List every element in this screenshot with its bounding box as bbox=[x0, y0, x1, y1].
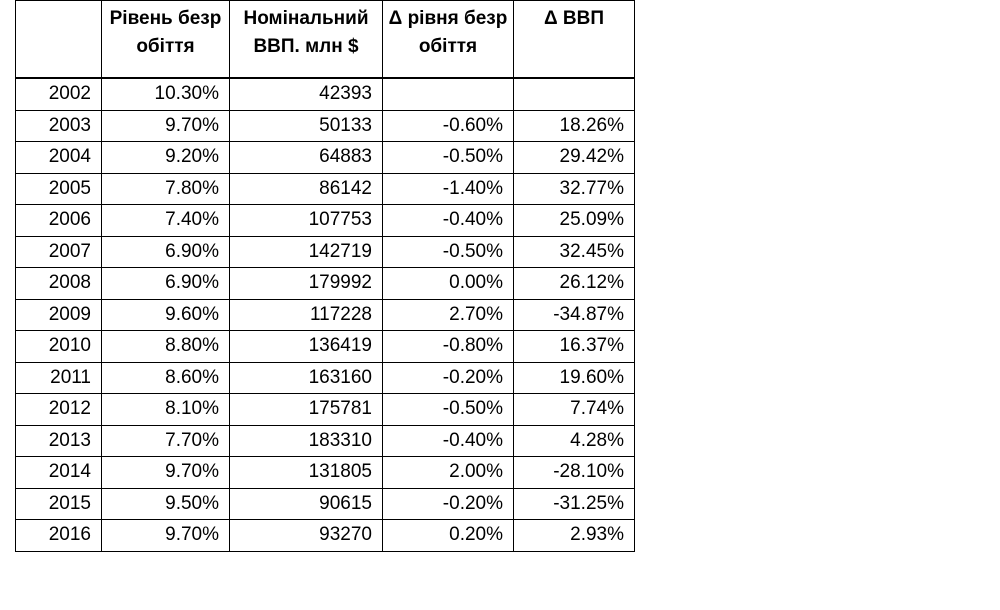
delta-unemployment-cell: -0.60% bbox=[382, 110, 514, 142]
table-row: 2005 7.80% 86142 -1.40% 32.77% bbox=[15, 173, 635, 205]
unemployment-rate-cell: 9.60% bbox=[101, 299, 230, 331]
delta-unemployment-cell: 0.20% bbox=[382, 519, 514, 552]
delta-unemployment-cell: -0.50% bbox=[382, 141, 514, 174]
nominal-gdp-cell: 175781 bbox=[229, 393, 383, 426]
delta-unemployment-cell: -0.40% bbox=[382, 204, 514, 237]
table-row: 2012 8.10% 175781 -0.50% 7.74% bbox=[15, 393, 635, 426]
delta-gdp-cell: 29.42% bbox=[513, 141, 635, 174]
delta-gdp-cell: -34.87% bbox=[513, 299, 635, 331]
delta-gdp-cell: 4.28% bbox=[513, 425, 635, 457]
table-body: 2002 10.30% 42393 2003 9.70% 50133 -0.60% 18.26… bbox=[15, 78, 635, 552]
year-cell: 2006 bbox=[15, 204, 102, 237]
delta-gdp-cell: 26.12% bbox=[513, 267, 635, 300]
unemployment-rate-cell: 7.70% bbox=[101, 425, 230, 457]
delta-unemployment-cell: -1.40% bbox=[382, 173, 514, 205]
delta-unemployment-cell: -0.40% bbox=[382, 425, 514, 457]
unemployment-rate-cell: 9.70% bbox=[101, 519, 230, 552]
unemployment-rate-cell: 6.90% bbox=[101, 267, 230, 300]
nominal-gdp-cell: 117228 bbox=[229, 299, 383, 331]
delta-gdp-cell: 19.60% bbox=[513, 362, 635, 394]
delta-unemployment-cell: -0.20% bbox=[382, 362, 514, 394]
table-row: 2002 10.30% 42393 bbox=[15, 78, 635, 111]
unemployment-rate-cell: 9.70% bbox=[101, 456, 230, 489]
unemployment-rate-cell: 7.40% bbox=[101, 204, 230, 237]
year-cell: 2005 bbox=[15, 173, 102, 205]
nominal-gdp-cell: 50133 bbox=[229, 110, 383, 142]
year-cell: 2007 bbox=[15, 236, 102, 268]
header-year bbox=[15, 0, 102, 79]
unemployment-rate-cell: 9.70% bbox=[101, 110, 230, 142]
delta-unemployment-cell: -0.50% bbox=[382, 393, 514, 426]
year-cell: 2008 bbox=[15, 267, 102, 300]
nominal-gdp-cell: 179992 bbox=[229, 267, 383, 300]
nominal-gdp-cell: 42393 bbox=[229, 78, 383, 111]
table-row: 2007 6.90% 142719 -0.50% 32.45% bbox=[15, 236, 635, 268]
delta-unemployment-cell: 2.70% bbox=[382, 299, 514, 331]
nominal-gdp-cell: 86142 bbox=[229, 173, 383, 205]
delta-unemployment-cell: 2.00% bbox=[382, 456, 514, 489]
delta-gdp-cell: -28.10% bbox=[513, 456, 635, 489]
delta-gdp-cell bbox=[513, 78, 635, 111]
table-row: 2014 9.70% 131805 2.00% -28.10% bbox=[15, 456, 635, 489]
nominal-gdp-cell: 93270 bbox=[229, 519, 383, 552]
year-cell: 2013 bbox=[15, 425, 102, 457]
delta-gdp-cell: 32.77% bbox=[513, 173, 635, 205]
header-delta-gdp: Δ ВВП bbox=[513, 0, 635, 79]
unemployment-rate-cell: 8.10% bbox=[101, 393, 230, 426]
nominal-gdp-cell: 90615 bbox=[229, 488, 383, 520]
delta-unemployment-cell: 0.00% bbox=[382, 267, 514, 300]
unemployment-rate-cell: 6.90% bbox=[101, 236, 230, 268]
year-cell: 2009 bbox=[15, 299, 102, 331]
table-row: 2011 8.60% 163160 -0.20% 19.60% bbox=[15, 362, 635, 394]
unemployment-gdp-table: Рівень безробіття Номінальний ВВП. млн $… bbox=[15, 0, 635, 552]
delta-gdp-cell: 25.09% bbox=[513, 204, 635, 237]
unemployment-rate-cell: 8.60% bbox=[101, 362, 230, 394]
delta-gdp-cell: -31.25% bbox=[513, 488, 635, 520]
delta-unemployment-cell: -0.80% bbox=[382, 330, 514, 363]
unemployment-rate-cell: 9.50% bbox=[101, 488, 230, 520]
nominal-gdp-cell: 64883 bbox=[229, 141, 383, 174]
table-row: 2008 6.90% 179992 0.00% 26.12% bbox=[15, 267, 635, 300]
year-cell: 2016 bbox=[15, 519, 102, 552]
year-cell: 2012 bbox=[15, 393, 102, 426]
unemployment-rate-cell: 9.20% bbox=[101, 141, 230, 174]
year-cell: 2010 bbox=[15, 330, 102, 363]
nominal-gdp-cell: 163160 bbox=[229, 362, 383, 394]
header-nominal-gdp: Номінальний ВВП. млн $ bbox=[229, 0, 383, 79]
delta-gdp-cell: 18.26% bbox=[513, 110, 635, 142]
unemployment-rate-cell: 10.30% bbox=[101, 78, 230, 111]
delta-unemployment-cell: -0.20% bbox=[382, 488, 514, 520]
nominal-gdp-cell: 107753 bbox=[229, 204, 383, 237]
header-delta-unemployment: Δ рівня безробіття bbox=[382, 0, 514, 79]
table-row: 2010 8.80% 136419 -0.80% 16.37% bbox=[15, 330, 635, 363]
delta-gdp-cell: 7.74% bbox=[513, 393, 635, 426]
unemployment-rate-cell: 8.80% bbox=[101, 330, 230, 363]
table-row: 2016 9.70% 93270 0.20% 2.93% bbox=[15, 519, 635, 552]
delta-gdp-cell: 2.93% bbox=[513, 519, 635, 552]
nominal-gdp-cell: 183310 bbox=[229, 425, 383, 457]
table-row: 2003 9.70% 50133 -0.60% 18.26% bbox=[15, 110, 635, 142]
delta-unemployment-cell: -0.50% bbox=[382, 236, 514, 268]
year-cell: 2002 bbox=[15, 78, 102, 111]
table-row: 2009 9.60% 117228 2.70% -34.87% bbox=[15, 299, 635, 331]
table-row: 2006 7.40% 107753 -0.40% 25.09% bbox=[15, 204, 635, 237]
delta-gdp-cell: 32.45% bbox=[513, 236, 635, 268]
table-row: 2015 9.50% 90615 -0.20% -31.25% bbox=[15, 488, 635, 520]
year-cell: 2014 bbox=[15, 456, 102, 489]
year-cell: 2011 bbox=[15, 362, 102, 394]
year-cell: 2015 bbox=[15, 488, 102, 520]
table-row: 2004 9.20% 64883 -0.50% 29.42% bbox=[15, 141, 635, 174]
nominal-gdp-cell: 136419 bbox=[229, 330, 383, 363]
header-row: Рівень безробіття Номінальний ВВП. млн $… bbox=[15, 0, 635, 79]
table-row: 2013 7.70% 183310 -0.40% 4.28% bbox=[15, 425, 635, 457]
year-cell: 2003 bbox=[15, 110, 102, 142]
unemployment-rate-cell: 7.80% bbox=[101, 173, 230, 205]
nominal-gdp-cell: 131805 bbox=[229, 456, 383, 489]
delta-unemployment-cell bbox=[382, 78, 514, 111]
header-unemployment-rate: Рівень безробіття bbox=[101, 0, 230, 79]
nominal-gdp-cell: 142719 bbox=[229, 236, 383, 268]
delta-gdp-cell: 16.37% bbox=[513, 330, 635, 363]
year-cell: 2004 bbox=[15, 141, 102, 174]
